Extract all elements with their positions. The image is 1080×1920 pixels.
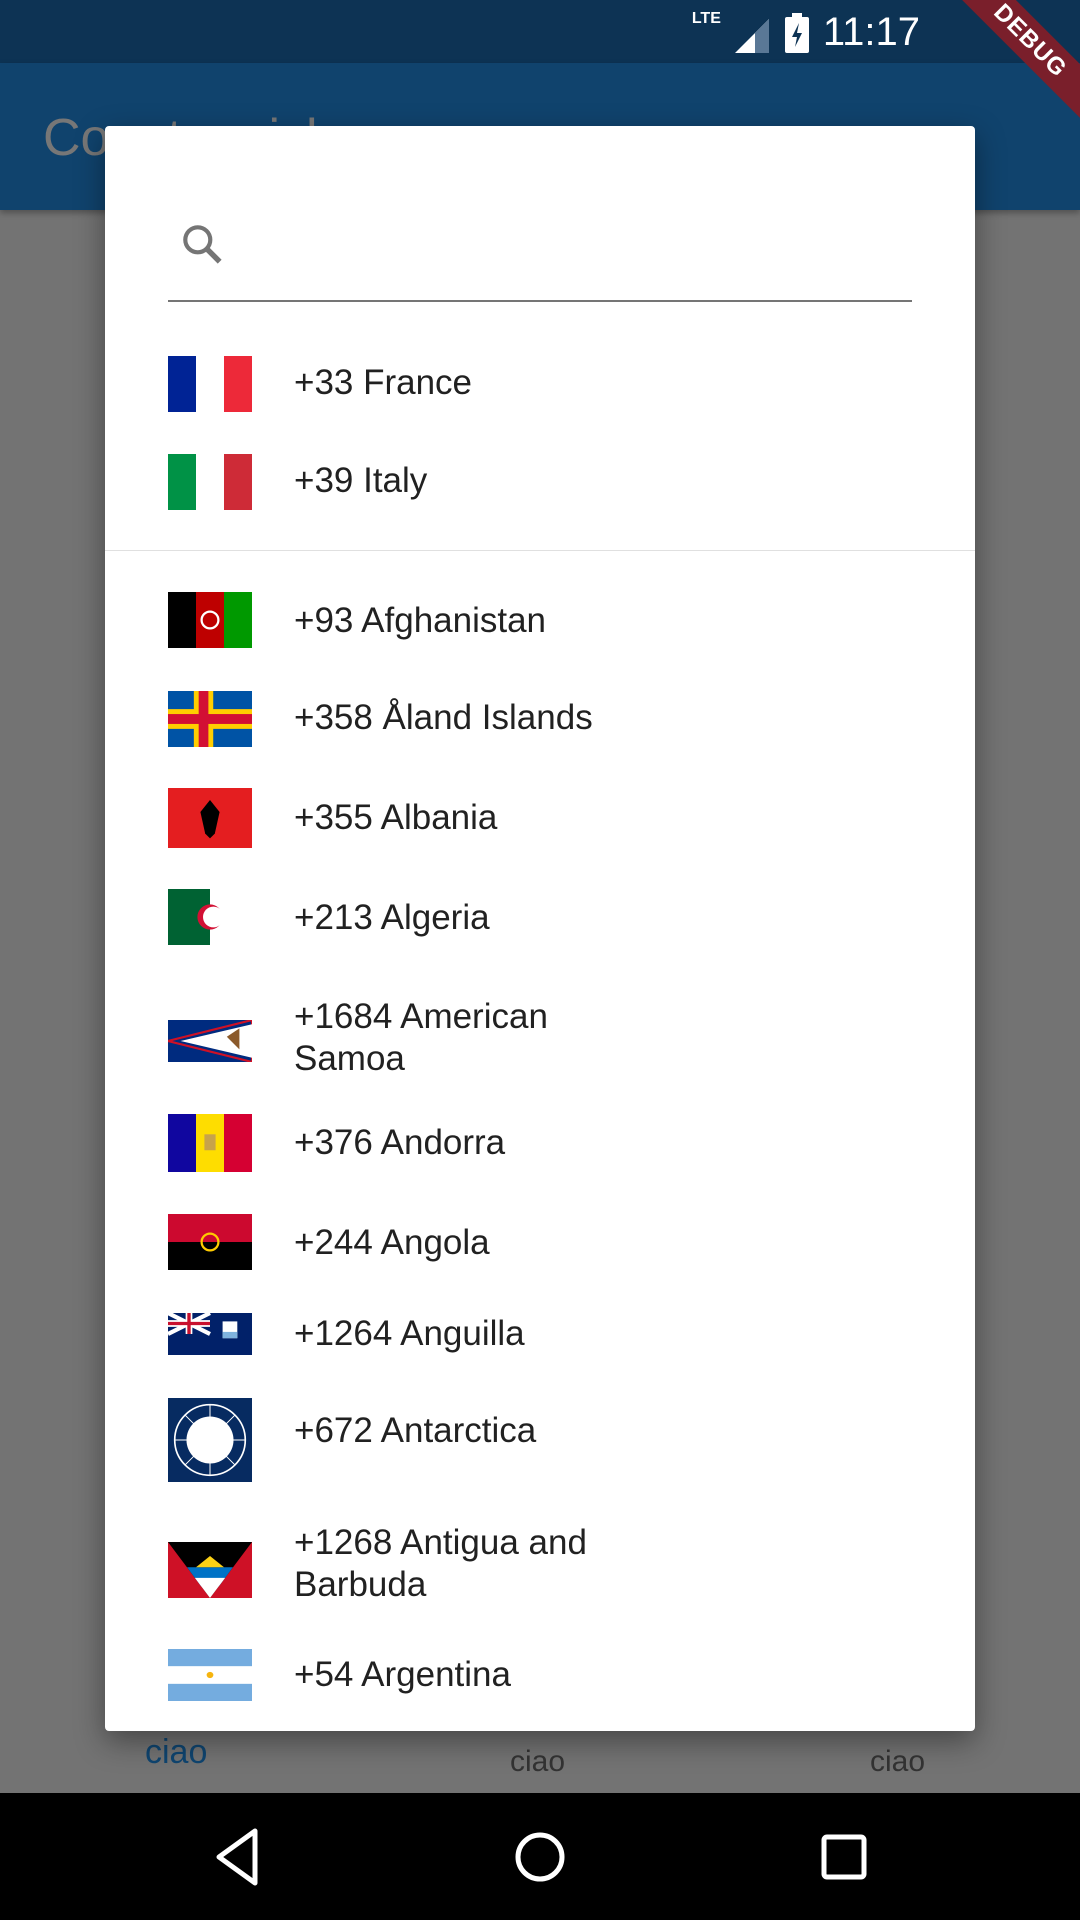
country-label: +672 Antarctica [294,1411,537,1450]
status-bar: LTE 11:17 [0,0,1080,63]
favorites-divider [105,550,975,551]
favorite-item-france[interactable]: +33 France [105,338,975,428]
flag-algeria-icon [168,889,252,945]
search-icon [183,225,222,264]
back-icon[interactable] [205,1825,269,1889]
country-label: +244 Angola [294,1223,490,1262]
country-picker-dialog: +33 France +39 Italy +93 Afghanistan +35… [105,126,975,1731]
recents-icon[interactable] [812,1825,876,1889]
list-item[interactable]: +376 Andorra [105,1098,975,1188]
list-item[interactable]: +244 Angola [105,1198,975,1288]
country-label: +33 France [294,363,473,402]
country-label: +1684 American Samoa [294,997,548,1078]
flag-anguilla-icon [168,1313,252,1355]
list-item[interactable]: +93 Afghanistan [105,576,975,666]
flag-antarctica-icon [168,1398,252,1482]
flag-angola-icon [168,1214,252,1270]
country-label: +54 Argentina [294,1655,511,1694]
flag-france-icon [168,356,252,412]
country-label: +39 Italy [294,461,428,500]
navigation-bar [0,1793,1080,1920]
search-field[interactable] [168,216,912,302]
country-label: +93 Afghanistan [294,601,547,640]
list-item[interactable]: +54 Argentina [105,1630,975,1720]
battery-charging-icon [784,12,809,53]
network-label: LTE [691,10,721,27]
flag-albania-icon [168,788,252,848]
flag-andorra-icon [168,1114,252,1172]
flag-afghanistan-icon [168,592,252,648]
list-item[interactable]: +1268 Antigua and Barbuda [105,1512,975,1622]
flag-italy-icon [168,454,252,510]
country-label: +376 Andorra [294,1123,506,1162]
home-icon[interactable] [508,1825,572,1889]
tab-1[interactable]: ciao [145,1733,208,1771]
favorite-item-italy[interactable]: +39 Italy [105,436,975,526]
list-item[interactable]: +672 Antarctica [105,1376,975,1486]
country-label: +355 Albania [294,798,498,837]
flag-argentina-icon [168,1649,252,1701]
list-item[interactable]: +1684 American Samoa [105,986,975,1096]
country-label: +358 Åland Islands [294,698,593,737]
clock: 11:17 [822,10,920,54]
lte-signal-icon [734,18,769,53]
tab-2[interactable]: ciao [510,1745,566,1778]
country-label: +213 Algeria [294,898,490,937]
tab-3[interactable]: ciao [870,1745,926,1778]
flag-antigua-icon [168,1542,252,1598]
search-input[interactable] [238,226,902,288]
list-item[interactable]: +355 Albania [105,773,975,863]
flag-american-samoa-icon [168,1020,252,1062]
country-label: +1264 Anguilla [294,1314,525,1353]
country-label: +1268 Antigua and Barbuda [294,1523,587,1604]
list-item[interactable]: +358 Åland Islands [105,673,975,763]
status-icons: LTE 11:17 [692,10,920,55]
flag-aland-icon [168,691,252,747]
list-item[interactable]: +213 Algeria [105,873,975,963]
list-item[interactable]: +1264 Anguilla [105,1289,975,1379]
